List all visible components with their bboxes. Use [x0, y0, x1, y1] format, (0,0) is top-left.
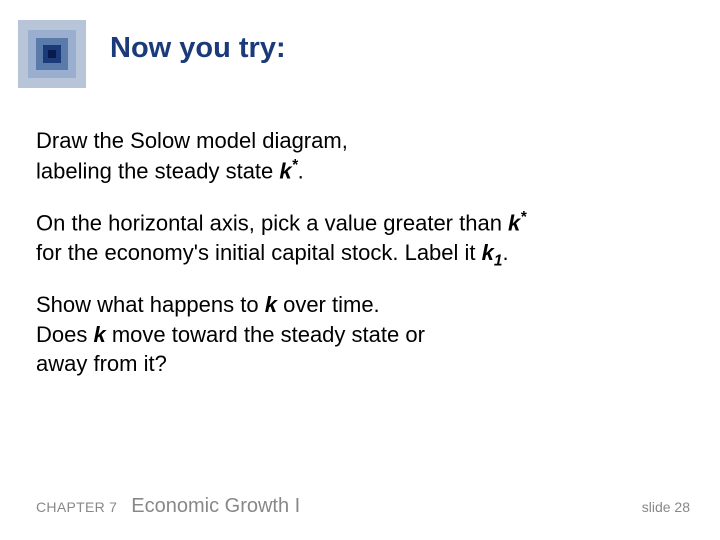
p1-line2-post: .	[298, 158, 304, 183]
p2-line2-pre: for the economy's initial capital stock.…	[36, 240, 482, 265]
p3-line1-post: over time.	[277, 292, 380, 317]
p2-var-k1: k	[508, 210, 520, 235]
p2-var-k2: k	[482, 240, 494, 265]
paragraph-2: On the horizontal axis, pick a value gre…	[36, 208, 526, 272]
p3-var-k2: k	[93, 322, 105, 347]
slide-logo	[18, 20, 86, 88]
chapter-label: CHAPTER 7	[36, 499, 117, 515]
paragraph-3: Show what happens to k over time. Does k…	[36, 290, 425, 379]
p2-line1-pre: On the horizontal axis, pick a value gre…	[36, 210, 508, 235]
slide-number: slide 28	[642, 499, 690, 515]
p3-line1-pre: Show what happens to	[36, 292, 265, 317]
p3-var-k1: k	[265, 292, 277, 317]
slide-title: Now you try:	[110, 32, 286, 65]
p2-line2-post: .	[502, 240, 508, 265]
p3-line2-post: move toward the steady state or	[106, 322, 425, 347]
p3-line2-pre: Does	[36, 322, 93, 347]
p1-line1: Draw the Solow model diagram,	[36, 128, 348, 153]
slide-footer: CHAPTER 7 Economic Growth I slide 28	[36, 495, 690, 518]
p2-sup: *	[520, 209, 526, 226]
paragraph-1: Draw the Solow model diagram, labeling t…	[36, 126, 348, 186]
p3-line3: away from it?	[36, 351, 167, 376]
p1-line2-pre: labeling the steady state	[36, 158, 279, 183]
p1-var-k: k	[279, 158, 291, 183]
chapter-title: Economic Growth I	[131, 495, 300, 518]
footer-left: CHAPTER 7 Economic Growth I	[36, 495, 300, 518]
